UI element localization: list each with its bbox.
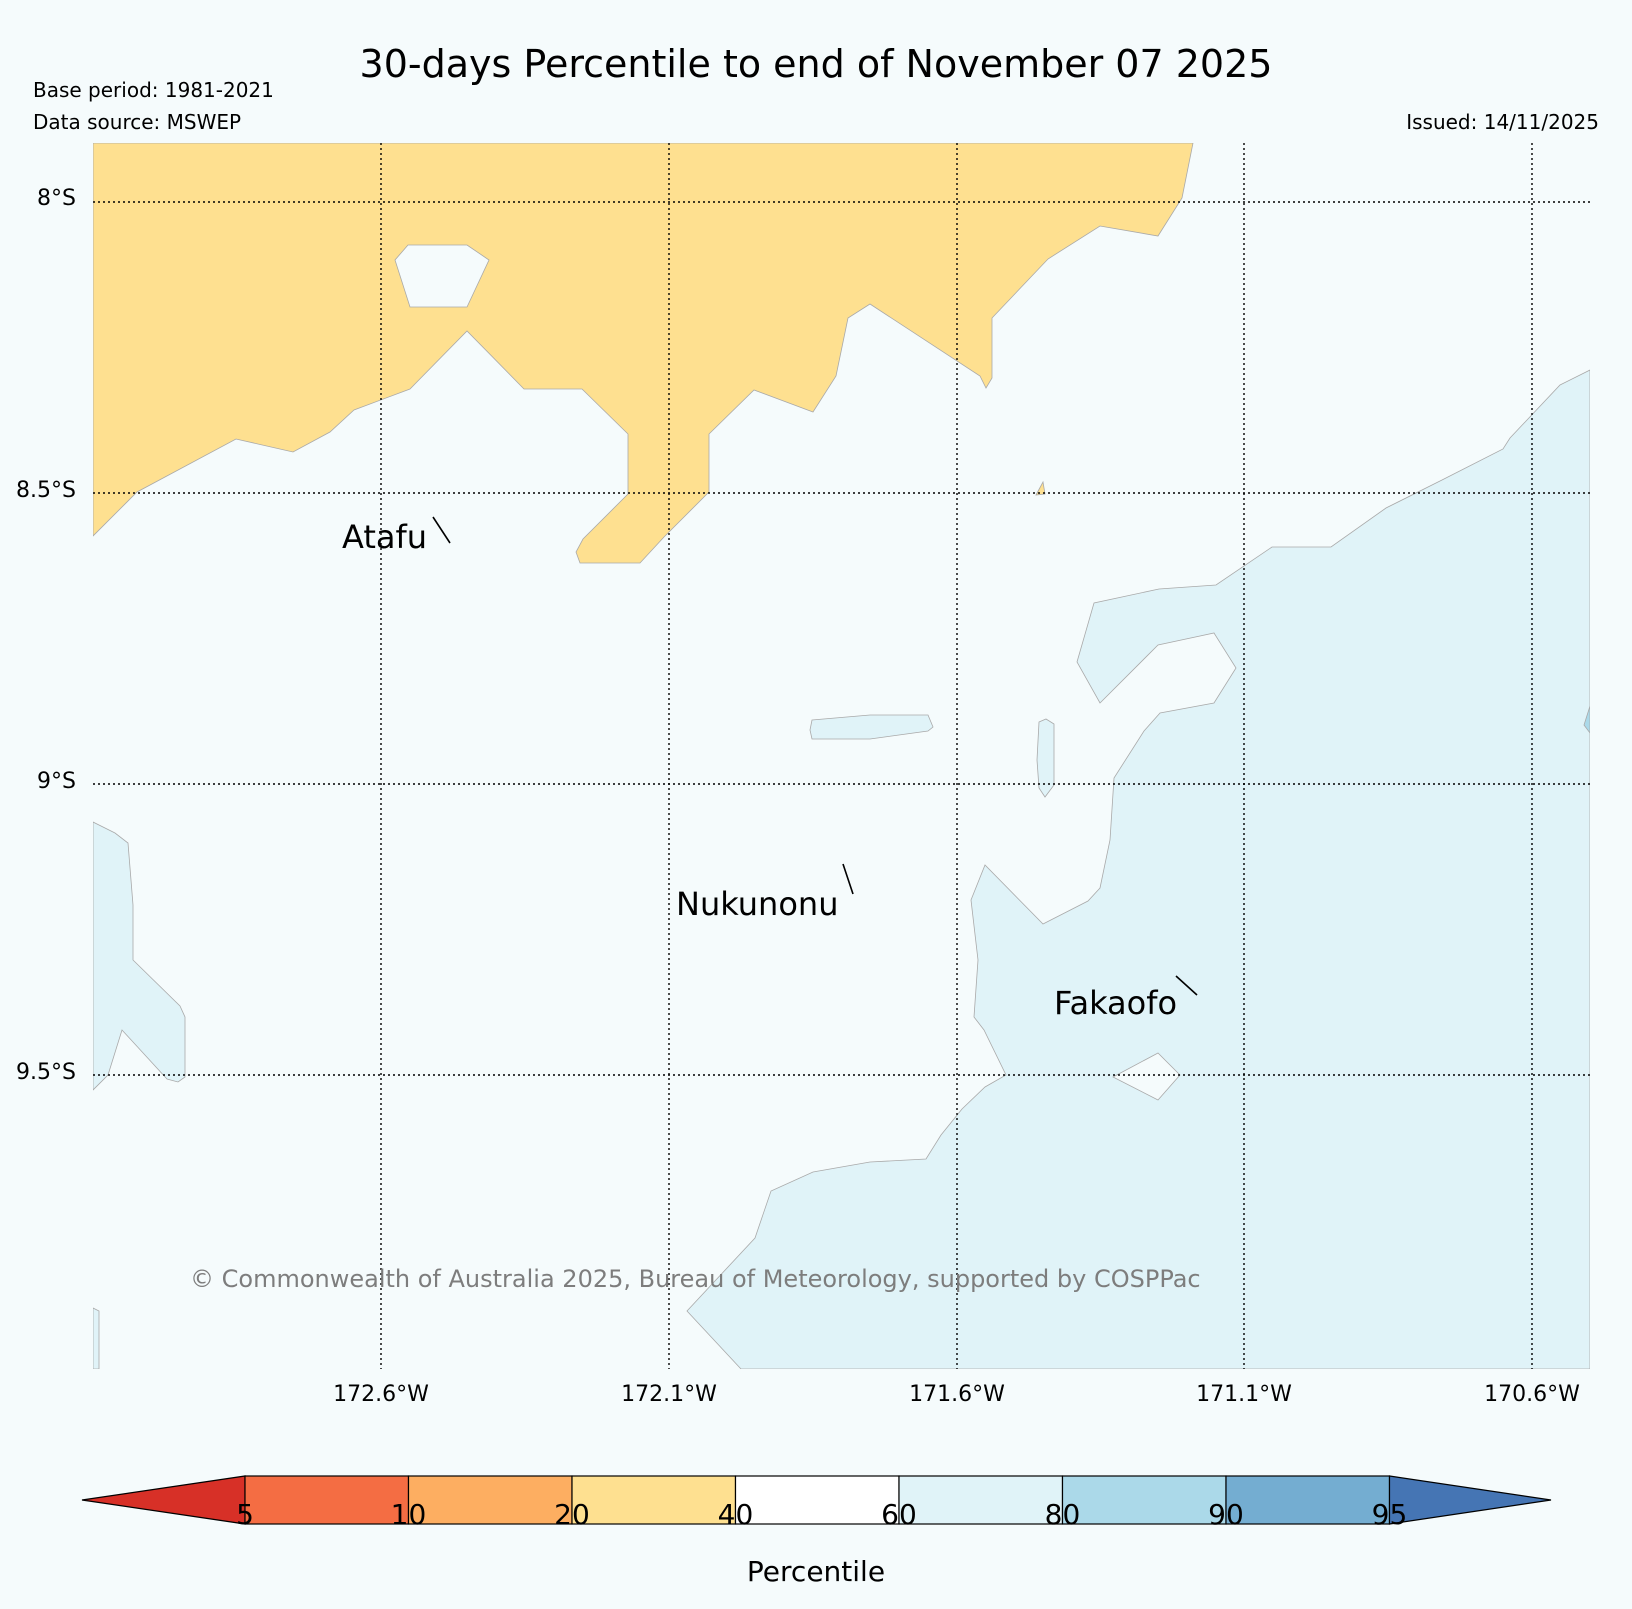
colorbar-segment-20-40 bbox=[571, 1475, 737, 1525]
percentile-60-80-region bbox=[686, 369, 1590, 1369]
colorbar bbox=[81, 1475, 1552, 1525]
colorbar-tick-10: 10 bbox=[390, 1498, 427, 1531]
percentile-20-40-region bbox=[93, 143, 1194, 564]
lon-label-172-6w: 172.6°W bbox=[333, 1382, 429, 1407]
percentile-20-40-dot bbox=[1035, 480, 1046, 496]
lat-label-9s: 9°S bbox=[37, 769, 76, 794]
colorbar-tick-20: 20 bbox=[554, 1498, 590, 1531]
colorbar-segment-5-10 bbox=[244, 1475, 410, 1525]
lon-label-172-1w: 172.1°W bbox=[621, 1382, 717, 1407]
percentile-60-80-sliver bbox=[1036, 718, 1055, 798]
chart-title: 30-days Percentile to end of November 07… bbox=[359, 42, 1273, 86]
copyright-notice: © Commonwealth of Australia 2025, Bureau… bbox=[190, 1265, 1201, 1293]
colorbar-segment-10-20 bbox=[407, 1475, 573, 1525]
place-label-fakaofo: Fakaofo bbox=[1054, 984, 1178, 1022]
colorbar-segment-90-95 bbox=[1225, 1475, 1391, 1525]
atafu-leader-line bbox=[432, 516, 451, 544]
colorbar-extend-high bbox=[1388, 1475, 1552, 1525]
lon-label-171-1w: 171.1°W bbox=[1196, 1382, 1292, 1407]
lat-label-8s: 8°S bbox=[37, 186, 76, 211]
percentile-60-80-west bbox=[93, 821, 186, 1091]
lon-label-171-6w: 171.6°W bbox=[909, 1382, 1005, 1407]
percentile-60-80-east-edge bbox=[1583, 705, 1590, 734]
colorbar-tick-80: 80 bbox=[1044, 1498, 1081, 1531]
fakaofo-leader-line bbox=[1175, 975, 1198, 996]
colorbar-label: Percentile bbox=[746, 1555, 886, 1588]
gridlines bbox=[93, 143, 1590, 1369]
colorbar-tick-40: 40 bbox=[717, 1498, 754, 1531]
colorbar-tick-60: 60 bbox=[881, 1498, 917, 1531]
colorbar-tick-95: 95 bbox=[1371, 1498, 1408, 1531]
percentile-60-80-islet bbox=[809, 714, 934, 740]
data-source-text: Data source: MSWEP bbox=[33, 110, 242, 134]
lat-label-8-5s: 8.5°S bbox=[16, 478, 76, 503]
percentile-hole-atafu bbox=[394, 244, 490, 308]
nukunonu-leader-line bbox=[842, 863, 854, 895]
lon-label-170-6w: 170.6°W bbox=[1484, 1382, 1580, 1407]
base-period-text: Base period: 1981-2021 bbox=[33, 78, 274, 102]
colorbar-segment-40-60 bbox=[734, 1475, 900, 1525]
place-label-nukunonu: Nukunonu bbox=[676, 885, 839, 923]
place-label-atafu: Atafu bbox=[342, 518, 428, 556]
issued-date-text: Issued: 14/11/2025 bbox=[1406, 110, 1599, 134]
colorbar-tick-90: 90 bbox=[1208, 1498, 1244, 1531]
colorbar-tick-5: 5 bbox=[236, 1498, 254, 1531]
lat-label-9-5s: 9.5°S bbox=[16, 1060, 76, 1085]
percentile-60-80-west-bottom bbox=[93, 1307, 100, 1369]
colorbar-segment-80-90 bbox=[1061, 1475, 1227, 1525]
